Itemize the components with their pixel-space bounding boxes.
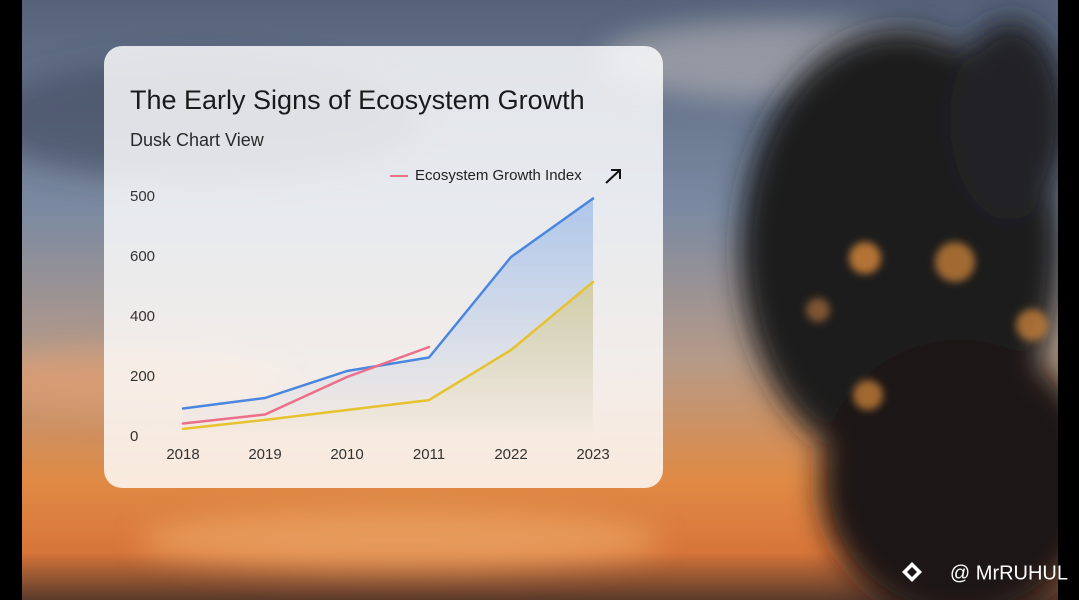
- x-tick-label: 2018: [166, 446, 199, 463]
- left-bar: [0, 0, 22, 600]
- bokeh: [806, 242, 1048, 410]
- expand-icon[interactable]: [605, 169, 621, 184]
- y-tick-label: 400: [130, 308, 155, 325]
- x-tick-label: 2022: [494, 446, 527, 463]
- line: [181, 280, 595, 431]
- line: [181, 345, 431, 425]
- area: [183, 281, 593, 437]
- chart-subtitle: Dusk Chart View: [130, 130, 265, 150]
- y-tick-label: 0: [130, 428, 138, 445]
- watermark: @ MrRUHUL: [950, 562, 1068, 584]
- x-tick-label: 2019: [248, 446, 281, 463]
- x-tick-label: 2010: [330, 446, 363, 463]
- watermark-logo: [902, 562, 922, 582]
- y-tick-label: 500: [130, 188, 155, 205]
- tree-silhouette: [740, 20, 1079, 600]
- x-tick-label: 2011: [413, 446, 445, 463]
- y-tick-label: 200: [130, 368, 155, 385]
- y-tick-label: 600: [130, 248, 155, 265]
- legend-label: Ecosystem Growth Index: [415, 167, 582, 184]
- chart-title: The Early Signs of Ecosystem Growth: [130, 85, 585, 115]
- right-bar: [1058, 0, 1079, 600]
- x-tick-label: 2023: [576, 446, 609, 463]
- line: [181, 197, 595, 410]
